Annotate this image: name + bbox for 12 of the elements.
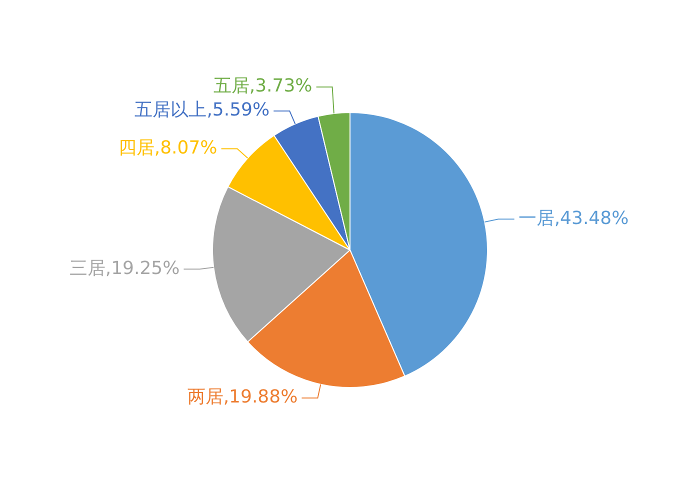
slice-label: 一居 [518, 208, 554, 229]
slice-label: 三居 [69, 258, 106, 279]
data-label: ,3.73% [249, 76, 312, 97]
slice-label: 四居 [118, 137, 154, 158]
data-label: ,5.59% [206, 100, 270, 121]
slice-label: 五居以上 [134, 100, 207, 121]
slice-label: 两居 [187, 386, 224, 408]
data-label: ,43.48% [554, 208, 629, 229]
data-label: ,19.25% [105, 258, 180, 279]
data-label: ,19.88% [223, 386, 298, 408]
data-label: ,8.07% [154, 137, 218, 158]
slice-label: 五居 [213, 76, 250, 97]
